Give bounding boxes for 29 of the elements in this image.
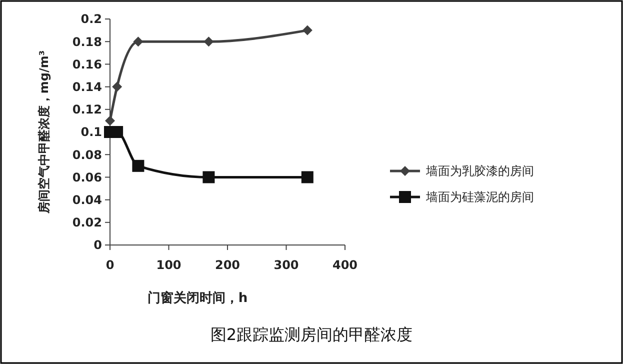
point [202, 171, 215, 184]
x-axis-title: 门窗关闭时间，h [147, 290, 248, 306]
y-tick-label: 0.14 [72, 80, 102, 94]
x-tick-label: 400 [332, 258, 358, 272]
y-tick-label: 0.12 [72, 102, 102, 117]
point [301, 171, 314, 184]
text: 图2跟踪监测房间的甲醛浓度 [210, 325, 413, 344]
x-tick-label: 300 [274, 258, 299, 272]
point [105, 116, 115, 126]
y-tick-label: 0.02 [72, 216, 102, 230]
y-tick-label: 0.1 [80, 125, 102, 140]
y-tick-label: 0.18 [72, 34, 102, 49]
legend-label: 墙面为乳胶漆的房间 [425, 164, 534, 178]
y-tick-label: 0.16 [72, 57, 102, 72]
point [132, 160, 144, 172]
y-tick-label: 0.06 [72, 170, 102, 184]
x-tick-label: 0 [106, 258, 114, 272]
point [204, 36, 214, 47]
y-tick-label: 0.2 [80, 12, 102, 26]
y-tick-label: 0 [94, 238, 102, 252]
point [302, 25, 312, 36]
y-tick-label: 0.08 [72, 148, 102, 162]
point [112, 82, 122, 92]
legend-label: 墙面为硅藻泥的房间 [425, 190, 534, 204]
x-tick-label: 200 [214, 258, 240, 272]
y-tick-label: 0.04 [72, 193, 102, 207]
point [133, 36, 144, 47]
x-tick-label: 100 [156, 258, 182, 272]
y-axis-title: 房间空气中甲醛浓度，mg/m³ [37, 50, 51, 215]
